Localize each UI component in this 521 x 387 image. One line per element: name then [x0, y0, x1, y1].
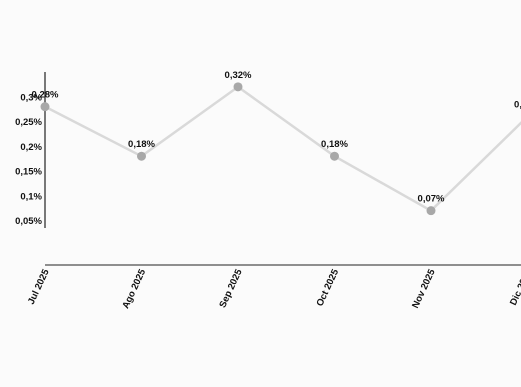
data-point: [330, 151, 339, 161]
data-labels: 0,28% 0,18% 0,32% 0,18% 0,07% 0,26%: [32, 70, 521, 205]
data-label: 0,32%: [225, 70, 252, 81]
data-point: [426, 206, 436, 216]
series-line: [44, 85, 521, 213]
data-label: 0,26%: [514, 100, 521, 111]
x-tick-label: Ago 2025: [120, 267, 148, 311]
x-tick-label: Jul 2025: [26, 267, 52, 306]
data-label: 0,28%: [32, 90, 59, 101]
series-markers: [40, 82, 436, 216]
x-axis-labels: Jul 2025 Ago 2025 Sep 2025 Oct 2025 Nov 2025…: [26, 267, 521, 311]
data-point: [137, 151, 146, 161]
x-tick-label: Oct 2025: [315, 267, 342, 308]
data-point: [40, 102, 50, 112]
x-tick-label: Dic 2025: [508, 267, 521, 307]
y-tick-label: 0,15%: [15, 167, 42, 178]
x-tick-label: Nov 2025: [410, 267, 438, 310]
y-tick-label: 0,3%: [20, 92, 42, 103]
data-label: 0,07%: [418, 194, 445, 205]
y-tick-label: 0,05%: [15, 216, 42, 227]
y-tick-label: 0,1%: [20, 191, 42, 202]
data-label: 0,18%: [128, 139, 155, 150]
x-tick-label: Sep 2025: [217, 267, 245, 310]
y-tick-label: 0,2%: [20, 142, 42, 153]
data-point: [233, 82, 243, 92]
data-label: 0,18%: [321, 139, 348, 150]
y-tick-label: 0,25%: [15, 117, 42, 128]
y-axis-ticks: 0,05% 0,1% 0,15% 0,2% 0,25% 0,3%: [15, 92, 42, 227]
